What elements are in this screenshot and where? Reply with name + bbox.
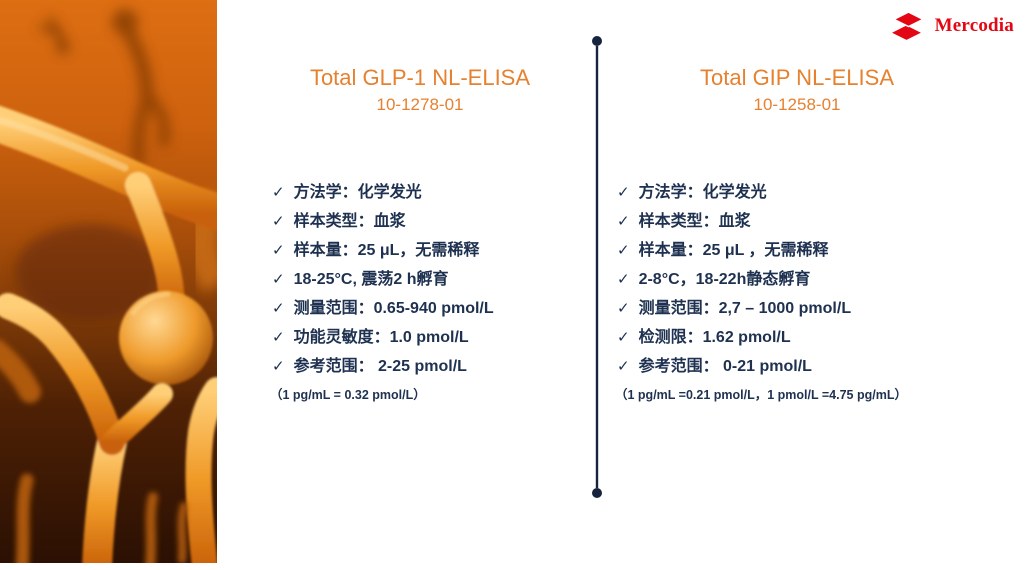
mercodia-logo-icon <box>891 11 925 40</box>
spec-list-gip: ✓ 方法学：化学发光 ✓ 样本类型：血浆 ✓ 样本量：25 μL ，无需稀释 ✓ 2-8… <box>607 178 999 381</box>
conversion-note-glp1: （1 pg/mL = 0.32 pmol/L） <box>270 388 426 402</box>
spec-list-glp1: ✓ 方法学：化学发光 ✓ 样本类型：血浆 ✓ 样本量：25 μL，无需稀释 ✓ 18-2… <box>262 178 578 381</box>
spec-text: 样本类型：血浆 <box>638 213 751 230</box>
check-icon: ✓ <box>617 184 630 201</box>
check-icon: ✓ <box>272 329 285 346</box>
mercodia-logo: Mercodia <box>889 10 1014 41</box>
spec-text: 样本量：25 μL ，无需稀释 <box>638 242 829 259</box>
conversion-note-gip: （1 pg/mL =0.21 pmol/L，1 pmol/L =4.75 pg/… <box>615 388 907 402</box>
check-icon: ✓ <box>617 329 630 346</box>
spec-text: 2-8°C，18-22h静态孵育 <box>638 271 811 288</box>
spec-text: 参考范围： 2-25 pmol/L <box>293 358 467 375</box>
spec-text: 测量范围：0.65-940 pmol/L <box>293 300 494 317</box>
product-column-glp1: Total GLP-1 NL-ELISA 10-1278-01 ✓ 方法学：化学发… <box>262 64 578 403</box>
check-icon: ✓ <box>272 213 285 230</box>
microscopy-image-art <box>0 0 217 563</box>
list-item: ✓ 样本量：25 μL ，无需稀释 <box>617 236 999 265</box>
list-item: ✓ 2-8°C，18-22h静态孵育 <box>617 265 999 294</box>
check-icon: ✓ <box>272 300 285 317</box>
microscopy-image <box>0 0 217 563</box>
spec-text: 检测限：1.62 pmol/L <box>638 329 791 346</box>
list-item: ✓ 18-25°C, 震荡2 h孵育 <box>272 265 578 294</box>
check-icon: ✓ <box>272 184 285 201</box>
list-item: ✓ 参考范围： 2-25 pmol/L <box>272 352 578 381</box>
check-icon: ✓ <box>617 358 630 375</box>
product-title-gip: Total GIP NL-ELISA <box>699 65 894 90</box>
check-icon: ✓ <box>617 242 630 259</box>
list-item: ✓ 测量范围：2,7 – 1000 pmol/L <box>617 294 999 323</box>
product-column-gip: Total GIP NL-ELISA 10-1258-01 ✓ 方法学：化学发光 … <box>607 64 999 403</box>
catalog-number-glp1: 10-1278-01 <box>376 95 464 114</box>
list-item: ✓ 功能灵敏度：1.0 pmol/L <box>272 323 578 352</box>
check-icon: ✓ <box>617 271 630 288</box>
check-icon: ✓ <box>272 271 285 288</box>
spec-text: 参考范围： 0-21 pmol/L <box>638 358 812 375</box>
list-item: ✓ 参考范围： 0-21 pmol/L <box>617 352 999 381</box>
check-icon: ✓ <box>617 213 630 230</box>
catalog-number-gip: 10-1258-01 <box>753 95 841 114</box>
mercodia-logo-text: Mercodia <box>934 14 1014 36</box>
list-item: ✓ 样本类型：血浆 <box>617 207 999 236</box>
spec-text: 样本类型：血浆 <box>293 213 406 230</box>
check-icon: ✓ <box>272 242 285 259</box>
spec-text: 方法学：化学发光 <box>293 184 422 201</box>
spec-text: 样本量：25 μL，无需稀释 <box>293 242 480 259</box>
spec-text: 功能灵敏度：1.0 pmol/L <box>293 329 469 346</box>
spec-text: 18-25°C, 震荡2 h孵育 <box>293 271 449 288</box>
spec-text: 方法学：化学发光 <box>638 184 767 201</box>
list-item: ✓ 检测限：1.62 pmol/L <box>617 323 999 352</box>
list-item: ✓ 样本量：25 μL，无需稀释 <box>272 236 578 265</box>
product-title-glp1: Total GLP-1 NL-ELISA <box>309 65 531 90</box>
check-icon: ✓ <box>617 300 630 317</box>
list-item: ✓ 测量范围：0.65-940 pmol/L <box>272 294 578 323</box>
list-item: ✓ 样本类型：血浆 <box>272 207 578 236</box>
list-item: ✓ 方法学：化学发光 <box>617 178 999 207</box>
list-item: ✓ 方法学：化学发光 <box>272 178 578 207</box>
spec-text: 测量范围：2,7 – 1000 pmol/L <box>638 300 852 317</box>
check-icon: ✓ <box>272 358 285 375</box>
